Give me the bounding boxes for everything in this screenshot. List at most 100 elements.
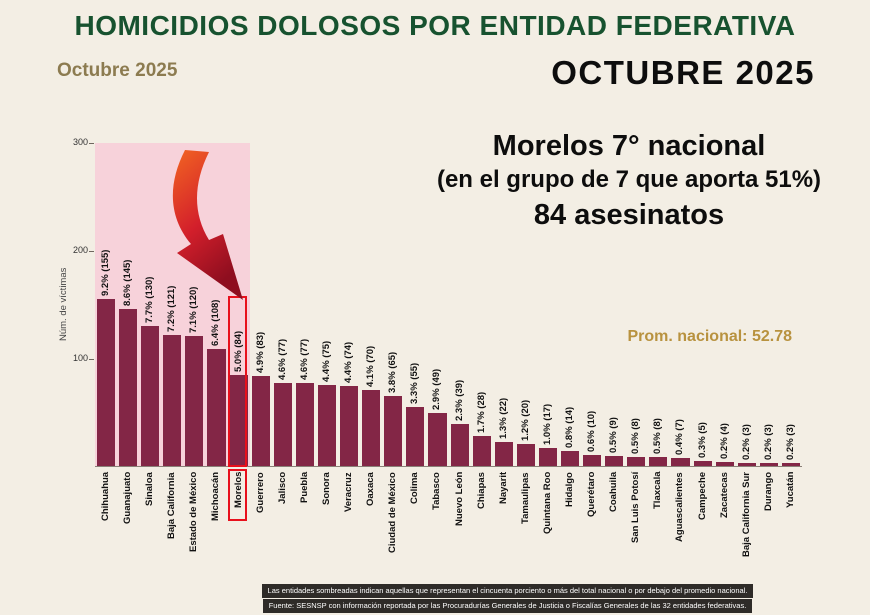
national-average-label: Prom. nacional: 52.78: [627, 328, 792, 345]
x-tick-label: Querétaro: [586, 472, 598, 518]
y-tick-label: 100: [72, 353, 88, 363]
bar-value-label: 2.3% (39): [453, 379, 465, 421]
x-tick-label: Baja California: [166, 472, 178, 539]
x-tick-label: Sonora: [320, 472, 332, 505]
footer-note: Las entidades sombreadas indican aquella…: [261, 584, 754, 598]
bar-value-label: 4.4% (74): [343, 341, 355, 384]
bar-Hidalgo: [560, 450, 580, 466]
y-axis-ticks: 300 200 100: [58, 137, 90, 467]
x-tick-label: Colima: [409, 472, 421, 504]
x-tick-label: Zacatecas: [718, 472, 730, 518]
bar-Tamaulipas: [516, 444, 535, 466]
subtitle-month-left: Octubre 2025: [57, 60, 178, 81]
x-tick-label: San Luis Potosí: [630, 472, 642, 544]
morelos-name-highlight-box: [228, 469, 248, 521]
y-tick-label: 200: [72, 245, 88, 255]
bar-Baja California: [163, 335, 182, 466]
x-tick-label: Ciudad de México: [387, 472, 399, 553]
x-tick-label: Chihuahua: [100, 472, 111, 522]
bar-Chihuahua: [97, 298, 116, 466]
bar-value-label: 3.3% (55): [409, 362, 421, 404]
bar-value-label: 9.2% (155): [100, 249, 111, 296]
bar-Tlaxcala: [649, 457, 668, 466]
x-tick-label: Michoacán: [210, 472, 222, 522]
bar-Coahuila: [605, 456, 624, 466]
x-axis-labels: Chihuahua Guanajuato Sinaloa Baja Californi…: [95, 469, 802, 587]
x-tick-label: Coahuila: [608, 472, 620, 513]
x-tick-label: Tlaxcala: [652, 472, 664, 510]
x-tick-label: Guanajuato: [122, 472, 134, 525]
bar-San Luis Potosí: [627, 457, 646, 466]
bar-value-label: 0.2% (4): [718, 422, 730, 459]
bar-Nayarit: [494, 442, 513, 466]
bar-chart-plot: 9.2% (155) 8.6% (145) 7.7% (130) 7.2% (121)…: [89, 142, 802, 467]
bar-Durango: [759, 462, 778, 466]
page-title: HOMICIDIOS DOLOSOS POR ENTIDAD FEDERATIV…: [74, 10, 796, 41]
x-tick-label: Tamaulipas: [519, 472, 531, 524]
x-tick-label: Quintana Roo: [541, 472, 553, 535]
bar-Nuevo León: [450, 423, 469, 466]
highlight-annotation: Morelos 7° nacional (en el grupo de 7 qu…: [385, 128, 870, 234]
y-tick-mark: [89, 250, 94, 252]
x-tick-label: Campeche: [696, 472, 708, 521]
x-tick-label: Sinaloa: [144, 472, 156, 506]
bar-Jalisco: [273, 382, 292, 466]
bar-Colima: [406, 406, 425, 466]
x-tick-label: Jalisco: [276, 472, 288, 505]
bar-value-label: 1.7% (28): [475, 391, 487, 433]
arrow-icon: [172, 150, 243, 300]
annotation-rank: Morelos 7° nacional: [492, 130, 766, 162]
bar-value-label: 1.0% (17): [541, 403, 553, 445]
x-tick-label: Yucatán: [784, 472, 796, 509]
x-tick-label: Nayarit: [497, 472, 509, 505]
bar-value-label: 4.4% (75): [320, 340, 332, 382]
bar-Sonora: [317, 385, 337, 466]
bar-Sinaloa: [141, 325, 160, 466]
bar-value-label: 4.1% (70): [365, 346, 377, 388]
bar-value-label: 0.2% (3): [740, 423, 752, 460]
x-tick-label: Veracruz: [343, 472, 355, 512]
bar-Aguascalientes: [671, 458, 690, 466]
bar-Michoacán: [207, 349, 226, 466]
bar-value-label: 8.6% (145): [122, 259, 134, 307]
x-tick-label: Estado de México: [188, 472, 200, 553]
x-tick-label: Oaxaca: [365, 472, 377, 506]
annotation-group: (en el grupo de 7 que aporta 51%): [436, 166, 822, 193]
bar-Oaxaca: [362, 390, 381, 466]
x-tick-label: Tabasco: [431, 472, 443, 510]
bar-Ciudad de México: [384, 395, 403, 466]
bar-Querétaro: [583, 455, 602, 466]
bar-Estado de México: [185, 336, 204, 466]
bar-Zacatecas: [715, 461, 734, 466]
bar-Tabasco: [428, 413, 447, 466]
bar-value-label: 0.5% (8): [652, 418, 664, 455]
bar-Chiapas: [472, 435, 491, 466]
subtitle-month-right: OCTUBRE 2025: [551, 54, 815, 91]
morelos-highlight-box: [228, 296, 248, 467]
bar-value-label: 2.9% (49): [431, 368, 443, 411]
x-tick-label: Chiapas: [475, 472, 487, 509]
y-tick-mark: [89, 358, 94, 360]
bar-Campeche: [693, 460, 712, 466]
x-tick-label: Hidalgo: [563, 472, 575, 507]
x-tick-label: Puebla: [298, 472, 310, 504]
bar-Guanajuato: [119, 309, 138, 466]
bar-value-label: 4.6% (77): [276, 338, 288, 380]
x-tick-label: Aguascalientes: [674, 472, 686, 542]
bar-value-label: 1.2% (20): [519, 400, 531, 442]
bar-Morelos: [229, 375, 248, 466]
bar-value-label: 0.6% (10): [586, 411, 598, 453]
y-tick-label: 300: [72, 137, 88, 147]
bar-Veracruz: [340, 386, 359, 466]
bar-value-label: 3.8% (65): [387, 351, 399, 393]
bar-value-label: 7.7% (130): [144, 276, 156, 323]
bar-value-label: 0.5% (9): [608, 417, 620, 454]
x-tick-label: Nuevo León: [453, 472, 465, 527]
footer: Las entidades sombreadas indican aquella…: [200, 583, 815, 613]
bar-value-label: 1.3% (22): [497, 398, 509, 440]
footer-source: Fuente: SESNSP con información reportada…: [262, 599, 753, 613]
bar-value-label: 0.5% (8): [630, 418, 642, 455]
bar-value-label: 0.4% (7): [674, 419, 686, 456]
bar-Quintana Roo: [538, 447, 557, 466]
